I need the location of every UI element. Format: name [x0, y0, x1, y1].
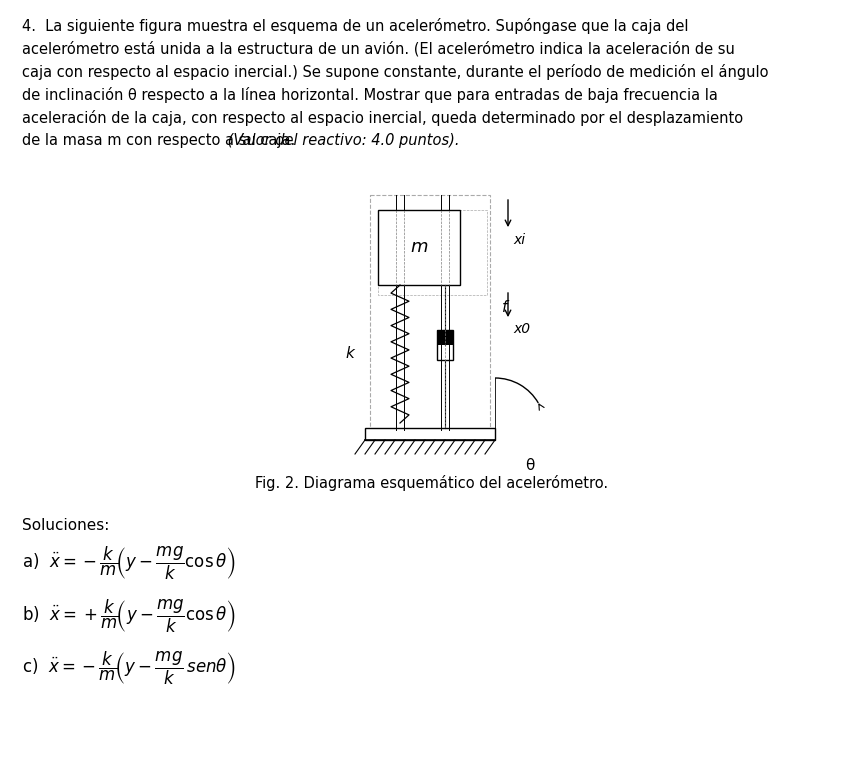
- Bar: [378, 210, 487, 295]
- Text: xi: xi: [513, 233, 525, 247]
- Bar: [437, 330, 453, 345]
- Text: x0: x0: [513, 322, 530, 336]
- Text: (Valor del reactivo: 4.0 puntos).: (Valor del reactivo: 4.0 puntos).: [223, 133, 460, 148]
- Text: 4.  La siguiente figura muestra el esquema de un acelerómetro. Supóngase que la : 4. La siguiente figura muestra el esquem…: [22, 18, 689, 34]
- Text: m: m: [410, 238, 428, 256]
- Text: k: k: [346, 346, 354, 361]
- Text: de inclinación θ respecto a la línea horizontal. Mostrar que para entradas de ba: de inclinación θ respecto a la línea hor…: [22, 87, 718, 103]
- Text: Soluciones:: Soluciones:: [22, 518, 110, 533]
- Text: aceleración de la caja, con respecto al espacio inercial, queda determinado por : aceleración de la caja, con respecto al …: [22, 110, 743, 126]
- Bar: [437, 330, 453, 360]
- Text: acelerómetro está unida a la estructura de un avión. (El acelerómetro indica la : acelerómetro está unida a la estructura …: [22, 41, 735, 56]
- Bar: [370, 195, 490, 435]
- Text: Fig. 2. Diagrama esquemático del acelerómetro.: Fig. 2. Diagrama esquemático del aceleró…: [256, 475, 608, 491]
- Text: caja con respecto al espacio inercial.) Se supone constante, durante el período : caja con respecto al espacio inercial.) …: [22, 64, 768, 80]
- Bar: [365, 428, 495, 440]
- Text: f: f: [502, 300, 507, 315]
- Text: b)  $\ddot{x} = +\dfrac{k}{m}\!\left(y - \dfrac{mg}{k}\cos\theta\right)$: b) $\ddot{x} = +\dfrac{k}{m}\!\left(y - …: [22, 598, 236, 635]
- Text: a)  $\ddot{x} = -\dfrac{k}{m}\!\left(y - \dfrac{mg}{k}\cos\theta\right)$: a) $\ddot{x} = -\dfrac{k}{m}\!\left(y - …: [22, 545, 236, 582]
- Text: θ: θ: [525, 458, 534, 473]
- Text: de la masa m con respecto a su caja.: de la masa m con respecto a su caja.: [22, 133, 295, 148]
- Text: c)  $\ddot{x} = -\dfrac{k}{m}\!\left(y - \dfrac{mg}{k}\,sen\theta\right)$: c) $\ddot{x} = -\dfrac{k}{m}\!\left(y - …: [22, 650, 236, 687]
- Bar: [378, 210, 460, 285]
